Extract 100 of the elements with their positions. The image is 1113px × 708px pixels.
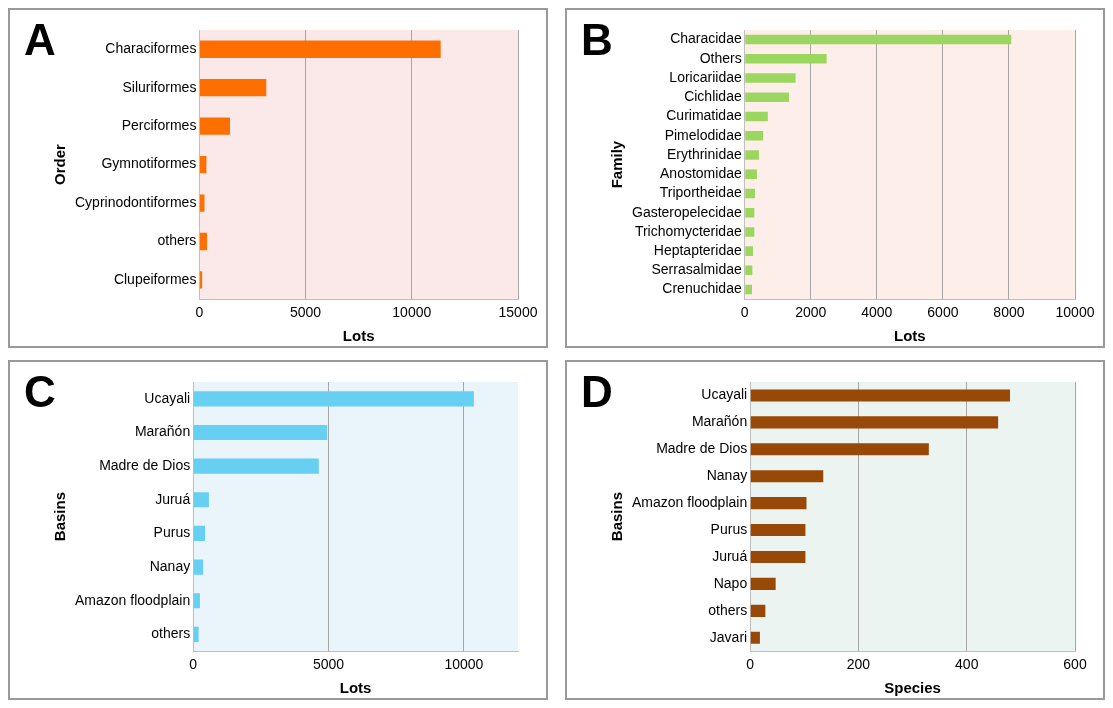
x-tick-label: 0 [740,304,749,321]
bar [199,232,208,251]
y-tick-label: Pimelodidae [664,126,742,143]
y-tick-label: Juruá [155,490,191,507]
y-tick-label: Madre de Dios [656,440,748,457]
bar [745,169,757,179]
bar [199,155,207,174]
bar [745,246,753,256]
chart-title: B [581,15,613,64]
x-tick-label: 8000 [993,304,1025,321]
bar [193,492,209,508]
x-tick-label: 2000 [795,304,827,321]
bar [750,604,766,617]
y-tick-label: Amazon floodplain [75,591,191,608]
y-axis-title: Basins [608,492,626,542]
bar [199,194,205,212]
y-tick-label: Madre de Dios [99,456,191,473]
y-tick-label: Napo [713,574,748,591]
bar [750,470,824,483]
x-tick-label: 400 [955,656,979,673]
x-tick-label: 200 [846,656,871,673]
y-tick-label: Erythrinidae [667,145,742,162]
y-tick-label: Anostomidae [660,165,742,182]
y-tick-label: Crenuchidae [662,280,742,297]
bar [750,416,999,429]
bar [193,458,319,474]
x-tick-label: 4000 [861,304,893,321]
x-tick-label: 6000 [927,304,959,321]
y-tick-label: Loricariidae [669,68,742,85]
bar [199,40,441,58]
bar [745,73,796,83]
y-tick-label: Ucayali [701,386,748,403]
bar [750,577,776,590]
x-tick-label: 10000 [1055,304,1095,321]
bar [745,265,753,276]
y-tick-label: Gymnotiformes [101,155,197,172]
bar [193,593,200,609]
y-tick-label: Characidae [670,30,742,47]
bar [745,284,752,295]
y-tick-label: Marañón [691,413,748,430]
x-axis-title: Species [884,679,941,697]
y-tick-label: Siluriformes [122,78,197,95]
bar [750,524,806,537]
bar [193,391,474,407]
y-tick-label: Purus [153,524,191,541]
bar [193,525,206,541]
x-tick-label: 10000 [392,304,432,321]
bar [745,131,764,141]
y-tick-label: others [157,232,197,249]
y-tick-label: others [708,601,748,618]
bar [745,188,755,199]
bar [193,559,204,575]
x-tick-label: 5000 [312,656,345,673]
bar [199,117,230,135]
y-tick-label: Ucayali [144,389,191,406]
bar [745,54,827,64]
y-tick-label: Juruá [712,547,748,564]
bar [750,389,1011,402]
chart-title: C [24,367,56,416]
x-tick-label: 10000 [444,656,484,673]
bar [193,626,199,642]
bar [750,631,760,644]
y-tick-label: Cyprinodontiformes [75,193,197,210]
chart-title: D [581,367,613,416]
y-tick-label: Triportheidae [659,184,742,201]
bar [750,550,806,564]
y-tick-label: Marañón [134,423,191,440]
bar [745,227,755,237]
y-tick-label: Gasteropelecidae [631,203,742,220]
y-tick-label: Javari [709,628,748,645]
x-tick-label: 600 [1063,656,1087,673]
y-tick-label: Cichlidae [684,88,742,105]
y-tick-label: Perciformes [121,117,197,133]
bar [745,34,1012,45]
bar [199,79,267,97]
x-axis-title: Lots [342,327,375,345]
y-tick-label: Others [699,49,742,66]
bar [750,497,807,510]
x-tick-label: 5000 [290,304,322,321]
y-axis-title: Order [51,144,69,186]
y-tick-label: Nanay [706,467,748,484]
y-axis-title: Family [608,140,626,189]
y-tick-label: Purus [710,520,748,537]
y-tick-label: Curimatidae [666,107,742,124]
x-axis-title: Lots [339,679,372,697]
x-tick-label: 15000 [498,304,538,321]
bar [745,111,768,122]
y-tick-label: Amazon floodplain [632,494,748,510]
x-axis-title: Lots [894,327,926,345]
y-tick-label: Characiformes [105,40,197,57]
y-tick-label: Serrasalmidae [651,261,742,278]
y-axis-title: Basins [51,492,69,542]
bar [199,271,203,289]
x-tick-label: 0 [746,656,755,673]
y-tick-label: Clupeiformes [113,270,197,287]
bar [745,92,789,103]
y-tick-label: Heptapteridae [653,241,742,258]
x-tick-label: 0 [195,304,204,321]
bar [745,207,755,218]
x-tick-label: 0 [189,656,198,673]
